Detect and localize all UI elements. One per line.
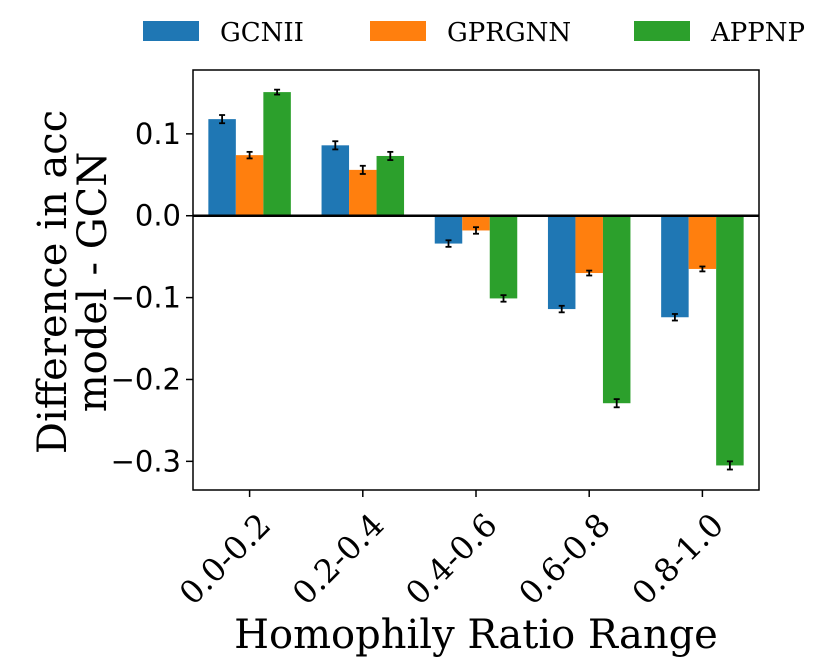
bar-appnp-0.8-1.0 (716, 215, 744, 466)
bar-gcnii-0.2-0.4 (321, 145, 350, 216)
legend: GCNII GPRGNN APPNP (143, 18, 805, 48)
errorbar-gcnii-0.0-0.2 (219, 114, 226, 125)
errorbar-gprgnn-0.8-1.0 (699, 265, 706, 273)
bar-appnp-0.6-0.8 (602, 215, 631, 404)
errorbar-gcnii-0.2-0.4 (332, 140, 339, 151)
errorbar-gprgnn-0.4-0.6 (473, 226, 479, 235)
legend-swatch (143, 21, 199, 41)
errorbar-gcnii-0.4-0.6 (445, 239, 452, 248)
legend-item-appnp: APPNP (634, 18, 805, 48)
y-ticks: 0.1 0.0 −0.1 −0.2 −0.3 (111, 117, 193, 478)
x-tick-label: 0.6-0.8 (511, 506, 617, 612)
bar-gprgnn-0.2-0.4 (349, 169, 377, 216)
bar-gcnii-0.6-0.8 (547, 215, 576, 310)
y-tick-label: −0.3 (111, 444, 181, 478)
errorbar-gprgnn-0.2-0.4 (359, 164, 366, 175)
y-tick-label: −0.2 (111, 362, 181, 396)
x-tick-label: 0.8-1.0 (625, 506, 731, 612)
y-axis-label-line: model - GCN (70, 152, 116, 413)
errorbar-gprgnn-0.0-0.2 (246, 150, 253, 160)
x-ticks: 0.0-0.2 0.2-0.4 0.4-0.6 0.6-0.8 0.8-1.0 (172, 490, 731, 612)
errorbar-appnp-0.4-0.6 (500, 294, 507, 303)
legend-swatch (370, 21, 426, 41)
y-tick-label: 0.1 (135, 117, 181, 151)
errorbar-gprgnn-0.6-0.8 (586, 269, 593, 277)
legend-item-gcnii: GCNII (143, 18, 304, 48)
bar-appnp-0.0-0.2 (263, 92, 291, 216)
x-axis-label: Homophily Ratio Range (234, 612, 718, 658)
legend-label: GCNII (220, 18, 304, 48)
y-tick-label: −0.1 (111, 281, 181, 315)
bar-appnp-0.2-0.4 (376, 155, 405, 216)
errorbar-appnp-0.0-0.2 (274, 88, 281, 96)
x-tick-label: 0.2-0.4 (285, 506, 391, 612)
errorbar-gcnii-0.6-0.8 (558, 304, 565, 314)
bar-gprgnn-0.8-1.0 (688, 215, 717, 269)
errorbar-gcnii-0.8-1.0 (671, 313, 678, 322)
bar-gprgnn-0.6-0.8 (575, 215, 603, 274)
errorbars-group (219, 88, 733, 471)
legend-item-gprgnn: GPRGNN (370, 18, 571, 48)
bar-appnp-0.4-0.6 (489, 215, 518, 299)
bar-gprgnn-0.4-0.6 (462, 215, 490, 231)
bars-group (208, 92, 744, 466)
bar-gprgnn-0.0-0.2 (235, 155, 264, 216)
legend-label: APPNP (710, 18, 805, 48)
x-tick-label: 0.4-0.6 (398, 506, 504, 612)
legend-label: GPRGNN (447, 18, 571, 48)
legend-swatch (634, 21, 690, 41)
bar-gcnii-0.4-0.6 (434, 215, 463, 244)
y-tick-label: 0.0 (135, 199, 181, 233)
errorbar-appnp-0.2-0.4 (387, 150, 394, 161)
bar-gcnii-0.0-0.2 (208, 119, 236, 216)
errorbar-appnp-0.8-1.0 (726, 460, 733, 471)
x-tick-label: 0.0-0.2 (172, 506, 278, 612)
errorbar-appnp-0.6-0.8 (613, 398, 620, 409)
y-axis-label-line: Difference in acc (30, 110, 76, 454)
bar-gcnii-0.8-1.0 (661, 215, 689, 318)
